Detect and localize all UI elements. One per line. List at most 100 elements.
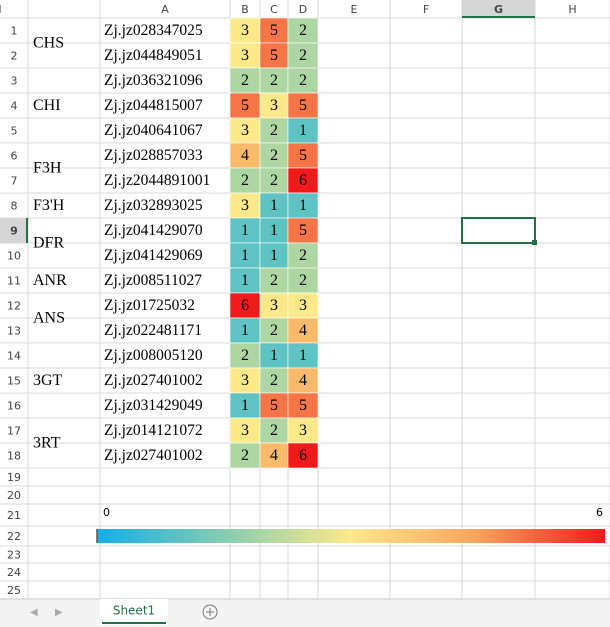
heat-cell [259,417,289,444]
cell-value: 1 [241,247,249,264]
heat-cell [259,92,289,119]
heat-cell [229,292,261,319]
sheet-tab-label[interactable]: Sheet1 [113,604,155,618]
column-header: B [241,3,249,16]
cell-value: 6 [299,447,307,464]
heat-cell [259,342,289,369]
cell-value: 3 [241,122,249,139]
row-header: 5 [11,125,18,138]
scroll-right[interactable]: ▶ [55,607,63,618]
column-header: D [299,3,307,16]
cell-value: 3 [270,97,278,114]
row-header: 11 [7,275,21,288]
heat-cell [259,167,289,194]
row-header: 15 [7,375,21,388]
heat-cell [287,117,319,144]
cell-value: 3 [241,197,249,214]
column-header: F [423,3,429,16]
column-header: H [568,3,576,16]
heat-cell [287,192,319,219]
cell-value: 2 [270,422,278,439]
cell-value: 3 [241,422,249,439]
group-label: CHI [33,97,61,114]
heat-cell [229,217,261,244]
gene-name: Zj.jz028347025 [104,22,203,39]
heat-cell [287,392,319,419]
row-header: 18 [7,450,21,463]
sheet-tab[interactable] [100,599,168,625]
heat-cell [259,367,289,394]
gene-name: Zj.jz044815007 [104,97,203,114]
row-header: 10 [7,250,21,263]
column-header: I [0,3,2,16]
cell-value: 1 [299,122,307,139]
cell-value: 1 [299,197,307,214]
gene-name: Zj.jz027401002 [104,372,203,389]
column-header: G [494,3,503,16]
heat-cell [259,442,289,469]
cell-value: 3 [241,372,249,389]
row-header: 23 [7,549,21,562]
heat-cell [229,242,261,269]
cell-value: 1 [241,397,249,414]
heat-cell [229,117,261,144]
heat-cell [287,242,319,269]
cell-value: 5 [270,47,278,64]
cell-value: 1 [270,247,278,264]
cell-value: 1 [270,222,278,239]
fill-handle [532,240,537,245]
group-label: F3H [33,160,62,177]
cell-value: 4 [299,322,307,339]
row-header: 2 [11,50,18,63]
gene-name: Zj.jz008511027 [104,272,202,289]
group-label: DFR [33,235,64,252]
row-header: 6 [11,150,18,163]
cell-value: 1 [241,322,249,339]
cell-value: 3 [270,297,278,314]
group-label: CHS [33,35,64,52]
cell-value: 3 [241,47,249,64]
cell-value: 1 [299,347,307,364]
heat-cell [287,67,319,94]
row-header: 4 [11,100,18,113]
gene-name: Zj.jz031429049 [104,397,203,414]
heat-cell [287,42,319,69]
gene-name: Zj.jz027401002 [104,447,203,464]
gene-name: Zj.jz014121072 [104,422,203,439]
cell-value: 5 [299,397,307,414]
group-label: 3RT [33,435,61,452]
cell-value: 1 [270,197,278,214]
scroll-left[interactable]: ◀ [30,607,38,618]
colorbar-max: 6 [596,506,603,519]
add-sheet-plus [206,608,214,616]
row-header: 22 [7,530,21,543]
column-header: A [161,3,169,16]
cell-value: 2 [270,122,278,139]
cell-value: 5 [299,97,307,114]
heat-cell [259,217,289,244]
cell-value: 1 [241,272,249,289]
gene-name: Zj.jz008005120 [104,347,203,364]
group-label: F3'H [33,197,65,214]
row-header: 17 [7,425,21,438]
row-header: 12 [7,300,21,313]
cell-value: 2 [241,72,249,89]
cell-value: 2 [270,372,278,389]
cell-value: 2 [270,322,278,339]
heat-cell [287,442,319,469]
add-sheet[interactable] [202,604,218,620]
row-header: 3 [11,75,18,88]
heat-cell [287,417,319,444]
gene-name: Zj.jz041429070 [104,222,203,239]
heat-cell [229,192,261,219]
group-label: ANR [33,272,67,289]
cell-value: 6 [299,172,307,189]
cell-value: 2 [299,247,307,264]
cell-value: 4 [270,447,278,464]
selected-cell[interactable] [461,217,536,244]
heat-cell [287,267,319,294]
cell-value: 2 [299,72,307,89]
column-header: E [351,3,358,16]
row-header: 21 [7,509,21,522]
